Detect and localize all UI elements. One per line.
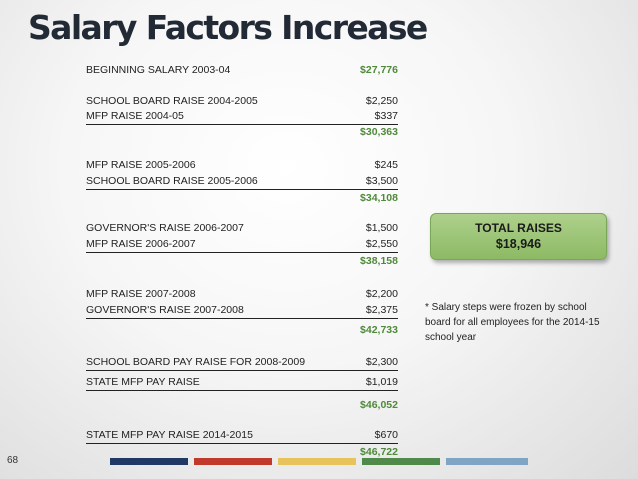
footnote: * Salary steps were frozen by school boa… <box>425 302 600 343</box>
row-value: $1,500 <box>365 222 398 234</box>
subtotal-value: $30,363 <box>360 126 398 138</box>
row-value: $2,375 <box>365 304 398 316</box>
salary-row: SCHOOL BOARD RAISE 2004-2005 $2,250 <box>86 93 398 109</box>
row-label: SCHOOL BOARD RAISE 2004-2005 <box>86 95 258 107</box>
total-raises-label: TOTAL RAISES <box>475 221 562 235</box>
slide-title: Salary Factors Increase <box>28 8 428 47</box>
row-label: MFP RAISE 2005-2006 <box>86 159 196 171</box>
salary-row: MFP RAISE 2007-2008 $2,200 <box>86 286 398 302</box>
subtotal-value: $38,158 <box>360 255 398 267</box>
subtotal-row: $30,363 <box>86 124 398 140</box>
subtotal-row: $42,733 <box>86 322 398 338</box>
final-total-row: $46,722 <box>86 444 398 460</box>
subtotal-value: $34,108 <box>360 192 398 204</box>
footer-bar-navy <box>110 458 188 465</box>
subtotal-value: $42,733 <box>360 324 398 336</box>
subtotal-row: $46,052 <box>86 397 398 413</box>
salary-row: GOVERNOR'S RAISE 2007-2008 $2,375 <box>86 302 398 319</box>
row-value: $27,776 <box>360 64 398 76</box>
salary-row-beginning: BEGINNING SALARY 2003-04 $27,776 <box>86 62 398 78</box>
row-value: $1,019 <box>365 376 398 388</box>
salary-row: STATE MFP PAY RAISE 2014-2015 $670 <box>86 427 398 444</box>
total-raises-box: TOTAL RAISES $18,946 <box>430 213 607 260</box>
salary-row: STATE MFP PAY RAISE $1,019 <box>86 374 398 391</box>
final-total-value: $46,722 <box>360 446 398 458</box>
salary-row: MFP RAISE 2004-05 $337 <box>86 108 398 125</box>
subtotal-row: $38,158 <box>86 253 398 269</box>
row-label: MFP RAISE 2006-2007 <box>86 238 196 250</box>
row-value: $2,550 <box>365 238 398 250</box>
subtotal-row: $34,108 <box>86 190 398 206</box>
row-value: $2,200 <box>365 288 398 300</box>
row-label: SCHOOL BOARD RAISE 2005-2006 <box>86 175 258 187</box>
salary-row: SCHOOL BOARD PAY RAISE FOR 2008-2009 $2,… <box>86 354 398 371</box>
row-value: $2,250 <box>365 95 398 107</box>
row-label: SCHOOL BOARD PAY RAISE FOR 2008-2009 <box>86 356 306 368</box>
salary-row: MFP RAISE 2006-2007 $2,550 <box>86 236 398 253</box>
row-label: STATE MFP PAY RAISE 2014-2015 <box>86 429 253 441</box>
footer-bar-gold <box>278 458 356 465</box>
salary-row: MFP RAISE 2005-2006 $245 <box>86 157 398 173</box>
footer-bar-green <box>362 458 440 465</box>
row-value: $3,500 <box>365 175 398 187</box>
row-label: MFP RAISE 2004-05 <box>86 110 184 122</box>
row-label: GOVERNOR'S RAISE 2006-2007 <box>86 222 244 234</box>
footer-bar-blue <box>446 458 528 465</box>
subtotal-value: $46,052 <box>360 399 398 411</box>
slide-number: 68 <box>7 455 19 466</box>
row-value: $2,300 <box>365 356 398 368</box>
total-raises-value: $18,946 <box>495 237 542 251</box>
footer-bar-red <box>194 458 272 465</box>
row-label: MFP RAISE 2007-2008 <box>86 288 196 300</box>
salary-row: GOVERNOR'S RAISE 2006-2007 $1,500 <box>86 220 398 236</box>
row-value: $670 <box>374 429 398 441</box>
salary-row: SCHOOL BOARD RAISE 2005-2006 $3,500 <box>86 173 398 190</box>
row-label: STATE MFP PAY RAISE <box>86 376 200 388</box>
row-value: $245 <box>374 159 398 171</box>
row-label: GOVERNOR'S RAISE 2007-2008 <box>86 304 244 316</box>
row-label: BEGINNING SALARY 2003-04 <box>86 64 231 76</box>
row-value: $337 <box>374 110 398 122</box>
